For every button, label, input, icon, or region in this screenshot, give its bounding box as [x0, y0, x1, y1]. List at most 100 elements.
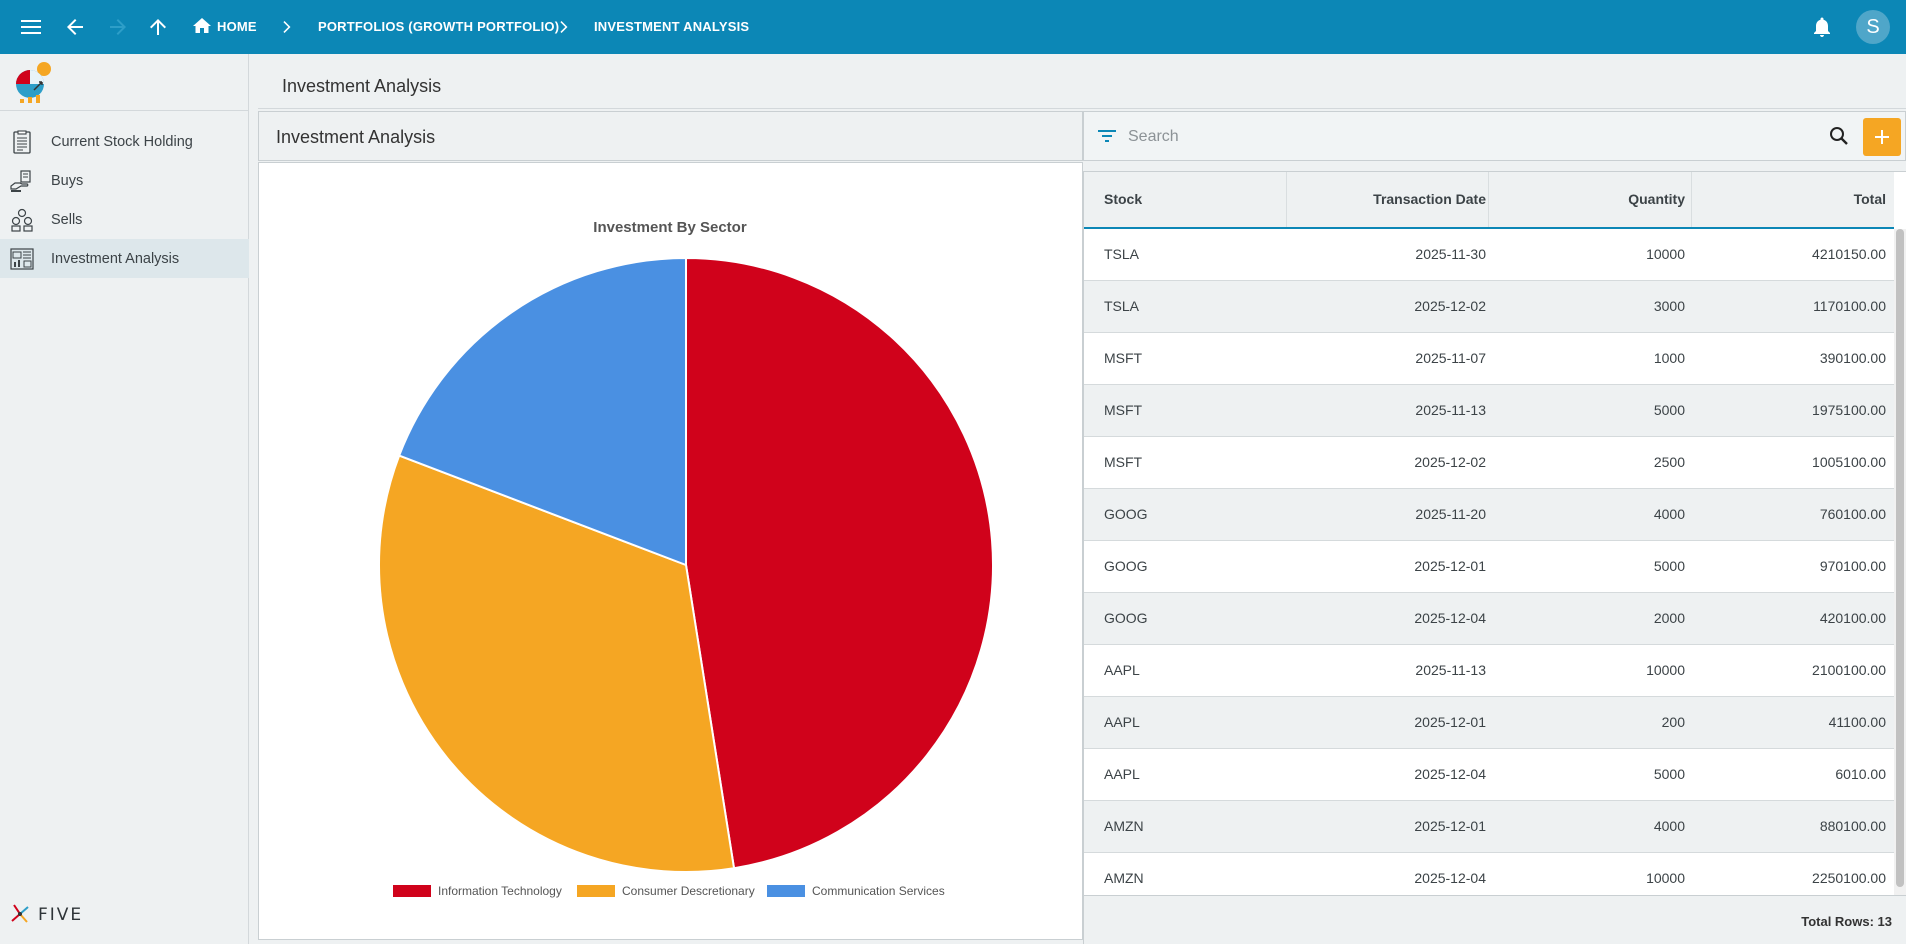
sidebar-item-label: Buys [51, 172, 84, 189]
legend-swatch [577, 885, 615, 897]
table-row[interactable]: AMZN 2025-12-04 10000 2250100.00 [1084, 853, 1894, 895]
sidebar-item-investment-analysis[interactable]: Investment Analysis [0, 239, 249, 278]
search-input[interactable] [1128, 126, 1808, 148]
table-row[interactable]: GOOG 2025-12-04 2000 420100.00 [1084, 593, 1894, 645]
table-row[interactable]: AAPL 2025-12-04 5000 6010.00 [1084, 749, 1894, 801]
cell-stock: MSFT [1104, 402, 1143, 418]
table-row[interactable]: TSLA 2025-12-02 3000 1170100.00 [1084, 281, 1894, 333]
pie-slice-consumer-descretionary[interactable] [378, 454, 736, 873]
cell-transaction-date: 2025-12-04 [1414, 610, 1486, 626]
cell-total: 880100.00 [1819, 818, 1886, 834]
cell-stock: GOOG [1104, 558, 1148, 574]
column-header-total[interactable]: Total [1853, 191, 1886, 207]
column-divider[interactable] [1691, 172, 1692, 227]
hand-money-icon [10, 170, 31, 192]
table-row[interactable]: TSLA 2025-11-30 10000 4210150.00 [1084, 229, 1894, 281]
sidebar-item-sells[interactable]: Sells [0, 200, 249, 239]
chart-panel-title: Investment Analysis [276, 127, 436, 147]
legend-label: Consumer Descretionary [622, 884, 755, 898]
grid-header: Stock Transaction Date Quantity Total [1084, 172, 1894, 229]
table-row[interactable]: GOOG 2025-12-01 5000 970100.00 [1084, 541, 1894, 593]
table-row[interactable]: MSFT 2025-11-13 5000 1975100.00 [1084, 385, 1894, 437]
legend-item[interactable]: Consumer Descretionary [577, 884, 755, 898]
chevron-right-icon [283, 21, 291, 33]
cell-transaction-date: 2025-11-20 [1415, 506, 1486, 522]
cell-stock: AMZN [1104, 870, 1144, 886]
cell-stock: MSFT [1104, 454, 1143, 470]
search-icon[interactable] [1829, 126, 1849, 146]
pie-slice-communication-services[interactable] [397, 256, 687, 567]
home-icon[interactable] [192, 16, 212, 36]
cell-transaction-date: 2025-12-02 [1414, 298, 1486, 314]
legend-swatch [767, 885, 805, 897]
table-row[interactable]: MSFT 2025-11-07 1000 390100.00 [1084, 333, 1894, 385]
column-header-transaction-date[interactable]: Transaction Date [1373, 191, 1486, 207]
cell-quantity: 2000 [1653, 610, 1685, 626]
pie-chart: Investment By Sector Information Technol… [378, 219, 994, 898]
column-header-quantity[interactable]: Quantity [1628, 191, 1685, 207]
cell-total: 760100.00 [1819, 506, 1886, 522]
cell-quantity: 4000 [1653, 506, 1685, 522]
vertical-scrollbar[interactable] [1894, 229, 1906, 895]
table-row[interactable]: AAPL 2025-12-01 200 41100.00 [1084, 697, 1894, 749]
clipboard-list-icon [13, 130, 31, 154]
sidebar-item-label: Investment Analysis [51, 250, 180, 267]
cell-stock: MSFT [1104, 350, 1143, 366]
breadcrumb-investment-analysis[interactable]: INVESTMENT ANALYSIS [594, 19, 750, 34]
back-arrow-icon[interactable] [60, 12, 90, 42]
cell-transaction-date: 2025-12-04 [1414, 870, 1486, 886]
column-divider[interactable] [1488, 172, 1489, 227]
cell-quantity: 5000 [1653, 558, 1685, 574]
sidebar: Current Stock Holding Buys Sells Investm… [0, 54, 249, 944]
legend-item[interactable]: Information Technology [393, 884, 562, 898]
chart-title: Investment By Sector [593, 219, 747, 236]
cell-total: 1975100.00 [1812, 402, 1886, 418]
cell-quantity: 2500 [1653, 454, 1685, 470]
dashboard-analysis-icon [10, 248, 34, 270]
table-row[interactable]: AMZN 2025-12-01 4000 880100.00 [1084, 801, 1894, 853]
cell-transaction-date: 2025-11-13 [1415, 662, 1486, 678]
sidebar-item-buys[interactable]: Buys [0, 161, 249, 200]
scrollbar-thumb[interactable] [1896, 229, 1904, 887]
cell-transaction-date: 2025-11-13 [1415, 402, 1486, 418]
forward-arrow-icon[interactable] [103, 12, 133, 42]
table-row[interactable]: AAPL 2025-11-13 10000 2100100.00 [1084, 645, 1894, 697]
cell-transaction-date: 2025-11-07 [1415, 350, 1486, 366]
cell-quantity: 10000 [1646, 246, 1685, 262]
legend-item[interactable]: Communication Services [767, 884, 945, 898]
page-title: Investment Analysis [282, 76, 442, 96]
cell-stock: GOOG [1104, 610, 1148, 626]
sidebar-item-label: Sells [51, 211, 83, 228]
filter-icon[interactable] [1098, 129, 1116, 143]
cell-stock: TSLA [1104, 246, 1140, 262]
user-avatar[interactable]: S [1856, 10, 1890, 44]
grid-rows: TSLA 2025-11-30 10000 4210150.00 TSLA 2025-12… [1084, 229, 1894, 895]
brand-name: FIVE [38, 905, 84, 925]
column-header-stock[interactable]: Stock [1104, 191, 1143, 207]
cell-quantity: 1000 [1653, 350, 1685, 366]
cell-total: 970100.00 [1819, 558, 1886, 574]
legend-label: Communication Services [812, 884, 945, 898]
transactions-grid: Stock Transaction Date Quantity Total TS… [1083, 171, 1906, 944]
cell-quantity: 4000 [1653, 818, 1685, 834]
breadcrumb-portfolios[interactable]: PORTFOLIOS (GROWTH PORTFOLIO) [318, 19, 560, 34]
pie-slice-information-technology[interactable] [685, 256, 994, 870]
menu-icon[interactable] [16, 12, 46, 42]
sidebar-item-current-stock-holding[interactable]: Current Stock Holding [0, 122, 249, 161]
cell-stock: AAPL [1104, 662, 1140, 678]
column-divider[interactable] [1286, 172, 1287, 227]
breadcrumb-home[interactable]: HOME [217, 19, 257, 34]
cell-total: 390100.00 [1819, 350, 1886, 366]
add-button[interactable] [1863, 118, 1901, 156]
cell-quantity: 10000 [1646, 662, 1685, 678]
grid-footer: Total Rows: 13 [1084, 895, 1906, 944]
table-row[interactable]: MSFT 2025-12-02 2500 1005100.00 [1084, 437, 1894, 489]
cell-quantity: 5000 [1653, 402, 1685, 418]
table-row[interactable]: GOOG 2025-11-20 4000 760100.00 [1084, 489, 1894, 541]
notifications-bell-icon[interactable] [1807, 12, 1837, 42]
cell-quantity: 3000 [1653, 298, 1685, 314]
up-arrow-icon[interactable] [143, 12, 173, 42]
cell-total: 6010.00 [1835, 766, 1886, 782]
chart-panel-header: Investment Analysis [258, 111, 1083, 161]
cell-total: 2250100.00 [1812, 870, 1886, 886]
